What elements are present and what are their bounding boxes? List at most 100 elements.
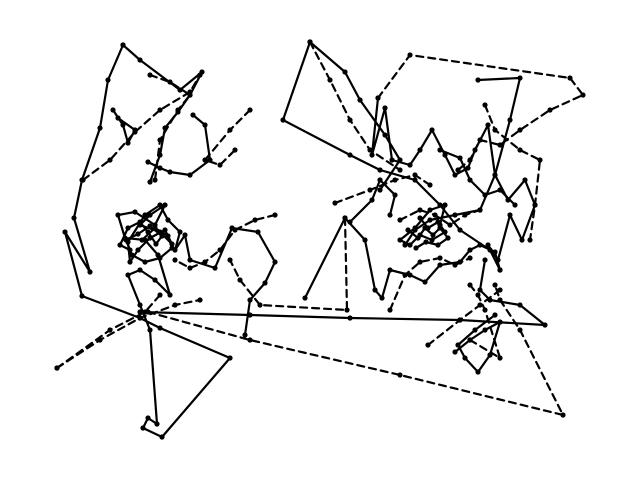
node-13-1: [367, 187, 373, 193]
node-11-8: [437, 262, 443, 268]
node-31-7: [423, 239, 429, 245]
node-7-0: [272, 212, 278, 218]
node-17-8: [467, 157, 473, 163]
node-22-6: [407, 242, 413, 248]
node-16-6: [429, 127, 435, 133]
node-23-5: [517, 302, 523, 308]
node-21-4: [462, 212, 468, 218]
node-17-4: [547, 107, 553, 113]
node-30-10: [129, 252, 135, 258]
node-5-0: [147, 72, 153, 78]
node-0-1: [105, 77, 111, 83]
node-22-4: [429, 237, 435, 243]
node-1-8: [147, 179, 153, 185]
dashed-path-6: [203, 108, 252, 167]
node-31-8: [413, 245, 419, 251]
node-10-1: [327, 77, 333, 83]
node-23-4: [542, 322, 548, 328]
dashed-path-21: [398, 208, 482, 227]
node-11-9: [457, 259, 463, 265]
node-9-5: [437, 202, 443, 208]
node-15-5: [467, 255, 473, 261]
dashed-path-25: [55, 293, 162, 370]
node-7-4: [202, 259, 208, 265]
node-19-1: [492, 127, 498, 133]
node-0-16: [137, 302, 143, 308]
node-16-13: [505, 197, 511, 203]
node-24-2: [137, 315, 143, 321]
node-0-30: [157, 229, 163, 235]
node-0-6: [62, 229, 68, 235]
node-16-7: [442, 152, 448, 158]
dashed-path-5: [148, 73, 192, 182]
node-19-4: [532, 202, 538, 208]
node-0-14: [154, 421, 160, 427]
node-26-6: [492, 282, 498, 288]
solid-path-20: [438, 148, 517, 207]
node-18-2: [507, 117, 513, 123]
node-30-3: [137, 219, 143, 225]
node-19-0: [482, 102, 488, 108]
node-0-38: [157, 202, 163, 208]
node-30-11: [142, 259, 148, 265]
solid-path-23: [138, 258, 547, 327]
node-6-0: [247, 107, 253, 113]
node-30-2: [125, 225, 131, 231]
node-8-5: [377, 187, 383, 193]
node-8-3: [382, 132, 388, 138]
node-23-1: [247, 312, 253, 318]
node-9-7: [487, 247, 493, 253]
node-28-0: [452, 349, 458, 355]
node-24-1: [97, 337, 103, 343]
node-30-0: [127, 247, 133, 253]
node-20-5: [512, 202, 518, 208]
node-9-3: [377, 167, 383, 173]
node-24-4: [197, 297, 203, 303]
node-21-3: [447, 222, 453, 228]
node-31-4: [437, 225, 443, 231]
node-16-14: [522, 177, 528, 183]
node-16-10: [472, 147, 478, 153]
node-22-10: [442, 202, 448, 208]
node-16-5: [417, 147, 423, 153]
node-8-4: [397, 157, 403, 163]
node-7-2: [232, 227, 238, 233]
node-0-9: [157, 325, 163, 331]
node-7-1: [252, 217, 258, 223]
node-16-8: [452, 172, 458, 178]
node-28-3: [497, 319, 503, 325]
node-17-7: [477, 137, 483, 143]
node-30-4: [145, 229, 151, 235]
node-22-9: [427, 207, 433, 213]
node-19-5: [527, 237, 533, 243]
node-0-2: [97, 125, 103, 131]
node-0-15: [147, 327, 153, 333]
node-16-9: [465, 165, 471, 171]
node-0-19: [152, 277, 158, 283]
node-26-4: [517, 327, 523, 333]
node-23-0: [137, 309, 143, 315]
node-23-6: [487, 297, 493, 303]
node-0-35: [127, 259, 133, 265]
node-20-3: [482, 192, 488, 198]
node-1-0: [120, 42, 126, 48]
node-0-18: [137, 267, 143, 273]
nodes-layer: [54, 39, 586, 440]
node-17-1: [407, 52, 413, 58]
node-11-11: [477, 242, 483, 248]
node-13-4: [427, 182, 433, 188]
node-31-2: [422, 225, 428, 231]
node-30-12: [157, 255, 163, 261]
node-15-4: [452, 262, 458, 268]
node-8-1: [342, 69, 348, 75]
node-18-5: [452, 212, 458, 218]
node-0-31: [169, 241, 175, 247]
node-28-9: [492, 312, 498, 318]
node-16-17: [507, 212, 513, 218]
node-14-4: [387, 212, 393, 218]
node-27-0: [425, 342, 431, 348]
node-17-3: [580, 92, 586, 98]
node-11-10: [467, 247, 473, 253]
node-23-8: [482, 257, 488, 263]
